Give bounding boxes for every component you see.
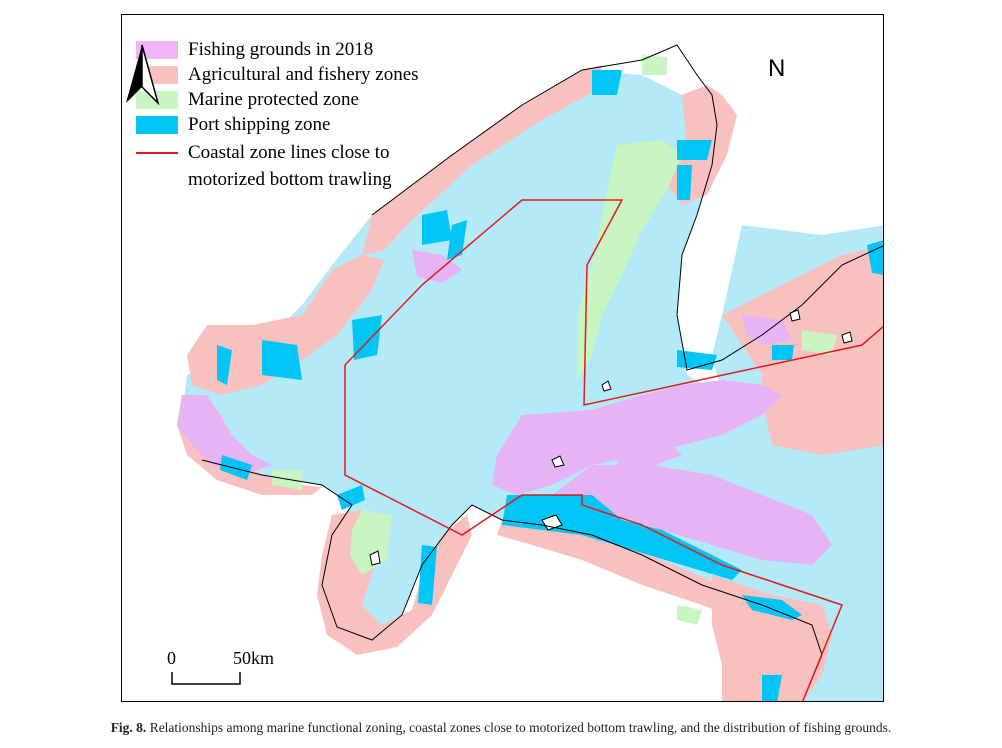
legend-label-protected: Marine protected zone: [188, 89, 359, 110]
fishing-swatch: [136, 41, 178, 59]
legend-item-trawl-line: Coastal zone lines close to motorized bo…: [136, 142, 392, 190]
fishing-grounds: [177, 250, 832, 565]
port-swatch: [136, 116, 178, 134]
coastline-south: [201, 459, 823, 701]
legend-label-trawl-line-1: Coastal zone lines close to: [188, 142, 390, 163]
legend-label-agricultural: Agricultural and fishery zones: [188, 64, 419, 85]
legend-label-trawl-line-2: motorized bottom trawling: [188, 169, 392, 190]
legend-label-port: Port shipping zone: [188, 114, 331, 135]
scale-end-label: 50km: [233, 648, 275, 668]
map-frame: Fishing grounds in 2018 Agricultural and…: [121, 14, 884, 702]
trawling-zone-line-north: [344, 199, 523, 366]
trawling-zone-line: [344, 199, 883, 701]
north-label: N: [768, 55, 786, 82]
marine-protected-zones: [272, 55, 837, 625]
trawl-line-swatch: [136, 152, 178, 154]
legend-item-port: Port shipping zone: [136, 114, 331, 136]
map-canvas: [177, 44, 883, 701]
figure-caption: Fig. 8. Relationships among marine funct…: [0, 720, 1002, 736]
legend-item-protected: Marine protected zone: [136, 89, 359, 111]
port-shipping-zones: [217, 70, 883, 701]
legend-item-fishing: Fishing grounds in 2018: [136, 39, 373, 61]
north-arrow-icon: [126, 44, 160, 105]
scale-start-label: 0: [167, 648, 176, 668]
coastline: [371, 44, 883, 371]
legend-item-agricultural: Agricultural and fishery zones: [136, 64, 419, 86]
scale-bar-line: [171, 672, 241, 685]
figure-caption-text: Relationships among marine functional zo…: [149, 720, 892, 735]
figure-caption-label: Fig. 8.: [110, 720, 147, 735]
legend-label-fishing: Fishing grounds in 2018: [188, 39, 374, 60]
